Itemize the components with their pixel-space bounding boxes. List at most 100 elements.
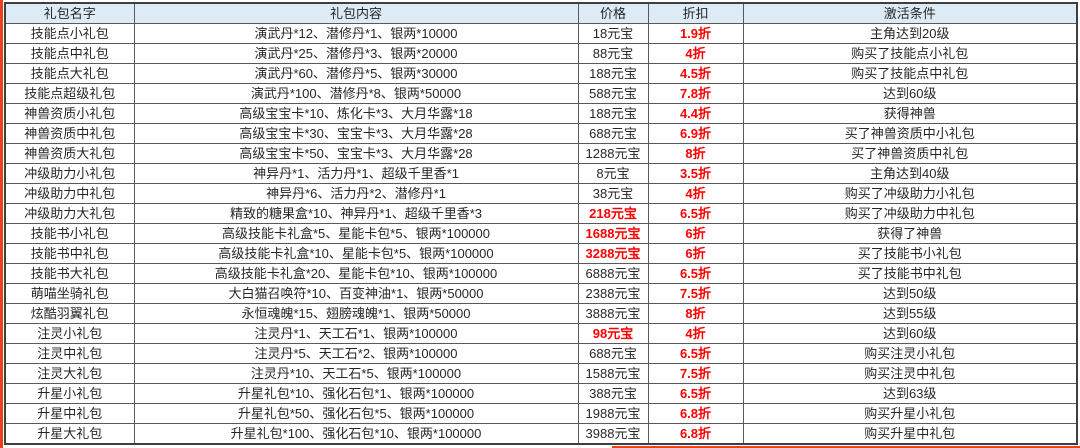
gift-content-cell: 注灵丹*10、天工石*5、银两*100000	[133, 363, 579, 384]
gift-content-cell: 高级宝宝卡*30、宝宝卡*3、大月华露*28	[133, 123, 579, 144]
gift-content-cell: 注灵丹*1、天工石*1、银两*100000	[133, 323, 579, 344]
discount-cell: 4折	[647, 43, 744, 64]
price-cell: 1588元宝	[577, 363, 649, 384]
discount-cell: 7.5折	[647, 283, 744, 304]
gift-name-cell: 升星中礼包	[4, 403, 135, 424]
price-cell: 688元宝	[577, 123, 649, 144]
gift-content-cell: 注灵丹*5、天工石*2、银两*100000	[133, 343, 579, 364]
gift-content-cell: 高级技能卡礼盒*10、星能卡包*5、银两*100000	[133, 243, 579, 264]
price-cell: 3288元宝	[577, 243, 649, 264]
discount-cell: 4.4折	[647, 103, 744, 124]
condition-cell: 达到63级	[742, 383, 1078, 404]
table-row: 冲级助力大礼包 精致的糖果盒*10、神异丹*1、超级千里香*3 218元宝 6.5折购…	[4, 203, 1078, 224]
gift-name-cell: 萌喵坐骑礼包	[4, 283, 135, 304]
table-row: 神兽资质中礼包 高级宝宝卡*30、宝宝卡*3、大月华露*28 688元宝 6.9折 买了…	[4, 123, 1078, 144]
gift-name-cell: 升星大礼包	[4, 423, 135, 445]
gift-content-cell: 高级技能卡礼盒*5、星能卡包*5、银两*100000	[133, 223, 579, 244]
price-cell: 38元宝	[577, 183, 649, 204]
table-row: 升星大礼包 升星礼包*100、强化石包*10、银两*100000 3988元宝 6.8…	[4, 423, 1078, 445]
gift-name-cell: 技能书大礼包	[4, 263, 135, 284]
table-row: 注灵大礼包 注灵丹*10、天工石*5、银两*100000 1588元宝 7.5折 购买注…	[4, 363, 1078, 384]
table-row: 神兽资质小礼包 高级宝宝卡*10、炼化卡*3、大月华露*18 188元宝 4.4折 获得…	[4, 103, 1078, 124]
price-cell: 188元宝	[577, 63, 649, 84]
crop-mark-bottom-right	[612, 446, 1080, 448]
discount-cell: 6.5折	[647, 343, 744, 364]
column-header-gift-content: 礼包内容	[133, 2, 579, 24]
discount-cell: 4.5折	[647, 63, 744, 84]
table-row: 升星中礼包 升星礼包*50、强化石包*5、银两*100000 1988元宝 6.8折购…	[4, 403, 1078, 424]
gift-content-cell: 精致的糖果盒*10、神异丹*1、超级千里香*3	[133, 203, 579, 224]
gift-name-cell: 神兽资质大礼包	[4, 143, 135, 164]
price-cell: 1288元宝	[577, 143, 649, 164]
gift-name-cell: 冲级助力大礼包	[4, 203, 135, 224]
discount-cell: 1.9折	[647, 23, 744, 44]
gift-name-cell: 冲级助力小礼包	[4, 163, 135, 184]
price-cell: 688元宝	[577, 343, 649, 364]
price-cell: 88元宝	[577, 43, 649, 64]
table-row: 技能书小礼包 高级技能卡礼盒*5、星能卡包*5、银两*100000 1688元宝 6折…	[4, 223, 1078, 244]
gift-name-cell: 神兽资质小礼包	[4, 103, 135, 124]
condition-cell: 达到60级	[742, 83, 1078, 104]
table-row: 炫酷羽翼礼包 永恒魂魄*15、翅膀魂魄*1、银两*50000 3888元宝 8折 达到5…	[4, 303, 1078, 324]
price-cell: 6888元宝	[577, 263, 649, 284]
gift-name-cell: 神兽资质中礼包	[4, 123, 135, 144]
gift-name-cell: 技能点超级礼包	[4, 83, 135, 104]
gift-content-cell: 神异丹*1、活力丹*1、超级千里香*1	[133, 163, 579, 184]
table-row: 冲级助力中礼包 神异丹*6、活力丹*2、潜修丹*1 38元宝 4折 购买了冲级助力小礼包	[4, 183, 1078, 204]
table-row: 技能书大礼包 高级技能卡礼盒*20、星能卡包*10、银两*100000 6888元宝…	[4, 263, 1078, 284]
gift-name-cell: 冲级助力中礼包	[4, 183, 135, 204]
condition-cell: 主角达到20级	[742, 23, 1078, 44]
gift-name-cell: 技能书中礼包	[4, 243, 135, 264]
condition-cell: 购买注灵中礼包	[742, 363, 1078, 384]
gift-name-cell: 技能点小礼包	[4, 23, 135, 44]
condition-cell: 购买了冲级助力中礼包	[742, 203, 1078, 224]
discount-cell: 6.8折	[647, 423, 744, 445]
condition-cell: 买了神兽资质中小礼包	[742, 123, 1078, 144]
column-header-price: 价格	[577, 2, 649, 24]
discount-cell: 6.8折	[647, 403, 744, 424]
column-header-activation-condition: 激活条件	[742, 2, 1078, 24]
discount-cell: 6.5折	[647, 203, 744, 224]
column-header-discount: 折扣	[647, 2, 744, 24]
table-row: 神兽资质大礼包 高级宝宝卡*50、宝宝卡*3、大月华露*28 1288元宝 8折 买了神…	[4, 143, 1078, 164]
price-cell: 18元宝	[577, 23, 649, 44]
gift-name-cell: 注灵小礼包	[4, 323, 135, 344]
price-cell: 388元宝	[577, 383, 649, 404]
discount-cell: 6.5折	[647, 263, 744, 284]
price-cell: 218元宝	[577, 203, 649, 224]
gift-content-cell: 高级技能卡礼盒*20、星能卡包*10、银两*100000	[133, 263, 579, 284]
condition-cell: 购买了技能点中礼包	[742, 63, 1078, 84]
discount-cell: 3.5折	[647, 163, 744, 184]
price-cell: 3888元宝	[577, 303, 649, 324]
condition-cell: 达到55级	[742, 303, 1078, 324]
gift-content-cell: 升星礼包*10、强化石包*1、银两*100000	[133, 383, 579, 404]
header-row: 礼包名字 礼包内容 价格 折扣 激活条件	[4, 2, 1078, 24]
table-row: 技能点大礼包 演武丹*60、潜修丹*5、银两*30000 188元宝 4.5折 购买了技…	[4, 63, 1078, 84]
condition-cell: 购买了技能点小礼包	[742, 43, 1078, 64]
discount-cell: 8折	[647, 143, 744, 164]
discount-cell: 8折	[647, 303, 744, 324]
discount-cell: 6.9折	[647, 123, 744, 144]
price-cell: 1988元宝	[577, 403, 649, 424]
condition-cell: 购买升星小礼包	[742, 403, 1078, 424]
gift-name-cell: 技能点中礼包	[4, 43, 135, 64]
price-cell: 2388元宝	[577, 283, 649, 304]
condition-cell: 达到50级	[742, 283, 1078, 304]
condition-cell: 买了技能书小礼包	[742, 243, 1078, 264]
gift-name-cell: 升星小礼包	[4, 383, 135, 404]
gift-content-cell: 演武丹*12、潜修丹*1、银两*10000	[133, 23, 579, 44]
gift-content-cell: 演武丹*100、潜修丹*8、银两*50000	[133, 83, 579, 104]
discount-cell: 6.5折	[647, 383, 744, 404]
price-cell: 188元宝	[577, 103, 649, 124]
discount-cell: 7.5折	[647, 363, 744, 384]
gift-name-cell: 注灵中礼包	[4, 343, 135, 364]
table-row: 技能点中礼包 演武丹*25、潜修丹*3、银两*20000 88元宝 4折 购买了技能点小…	[4, 43, 1078, 64]
gift-name-cell: 注灵大礼包	[4, 363, 135, 384]
gift-content-cell: 演武丹*25、潜修丹*3、银两*20000	[133, 43, 579, 64]
table-row: 技能书中礼包 高级技能卡礼盒*10、星能卡包*5、银两*100000 3288元宝 6…	[4, 243, 1078, 264]
gift-name-cell: 炫酷羽翼礼包	[4, 303, 135, 324]
crop-mark-left	[0, 0, 3, 448]
discount-cell: 4折	[647, 323, 744, 344]
gift-content-cell: 升星礼包*100、强化石包*10、银两*100000	[133, 423, 579, 445]
condition-cell: 购买了冲级助力小礼包	[742, 183, 1078, 204]
